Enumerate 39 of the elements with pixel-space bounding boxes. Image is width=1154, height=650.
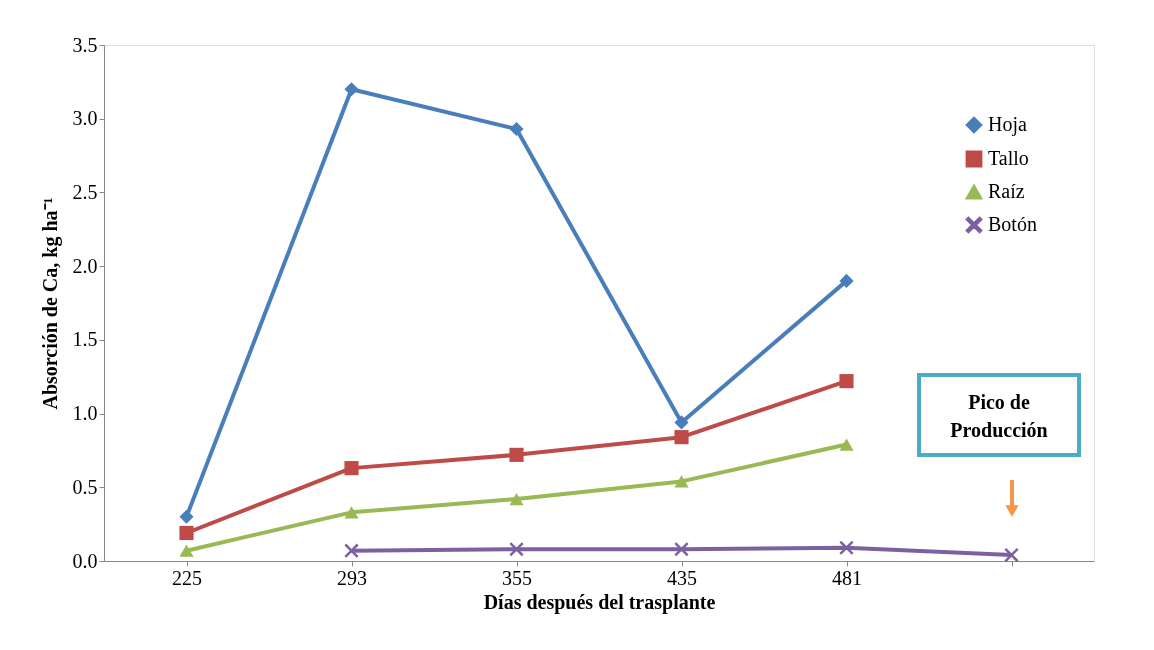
y-tick-label: 1.5 [72, 328, 98, 351]
annotation: Pico de Producción [950, 391, 1048, 441]
point [839, 273, 854, 288]
point [674, 430, 689, 445]
point [179, 544, 194, 557]
y-tick-label: 0.5 [72, 475, 98, 498]
x-tick-label: 225 [172, 566, 202, 589]
legend-label: Hoja [988, 113, 1027, 136]
point [179, 525, 194, 541]
point [179, 509, 194, 524]
x-tick-label: 435 [667, 566, 697, 589]
y-tick-label: 1.0 [72, 402, 98, 425]
point [509, 492, 524, 506]
y-tick-label: 3.0 [72, 107, 98, 130]
point [344, 461, 359, 476]
y-tick-label: 0.0 [72, 549, 98, 572]
point [509, 121, 524, 137]
x-tick-label: 293 [337, 566, 367, 589]
legend-label: Botón [988, 213, 1037, 235]
point [674, 415, 689, 430]
point [344, 82, 359, 97]
point [509, 542, 524, 557]
point [1004, 548, 1019, 563]
x-tick-label: 481 [832, 566, 862, 589]
point [839, 438, 854, 451]
point [839, 540, 854, 555]
point [344, 506, 359, 519]
y-tick-label: 2.0 [72, 254, 98, 277]
x-axis-title: Días después del trasplante [483, 590, 716, 614]
point [674, 542, 689, 557]
x-tick-label: 355 [502, 566, 532, 589]
point [674, 475, 689, 488]
point [839, 374, 854, 389]
legend-label: Tallo [988, 147, 1029, 169]
legend-label: Raíz [988, 180, 1025, 202]
y-tick-label: 3.5 [72, 33, 98, 56]
y-tick-label: 2.5 [72, 180, 98, 203]
y-axis-title: Absorción de Ca, kg ha⁻¹ [38, 197, 62, 410]
point [509, 447, 524, 462]
